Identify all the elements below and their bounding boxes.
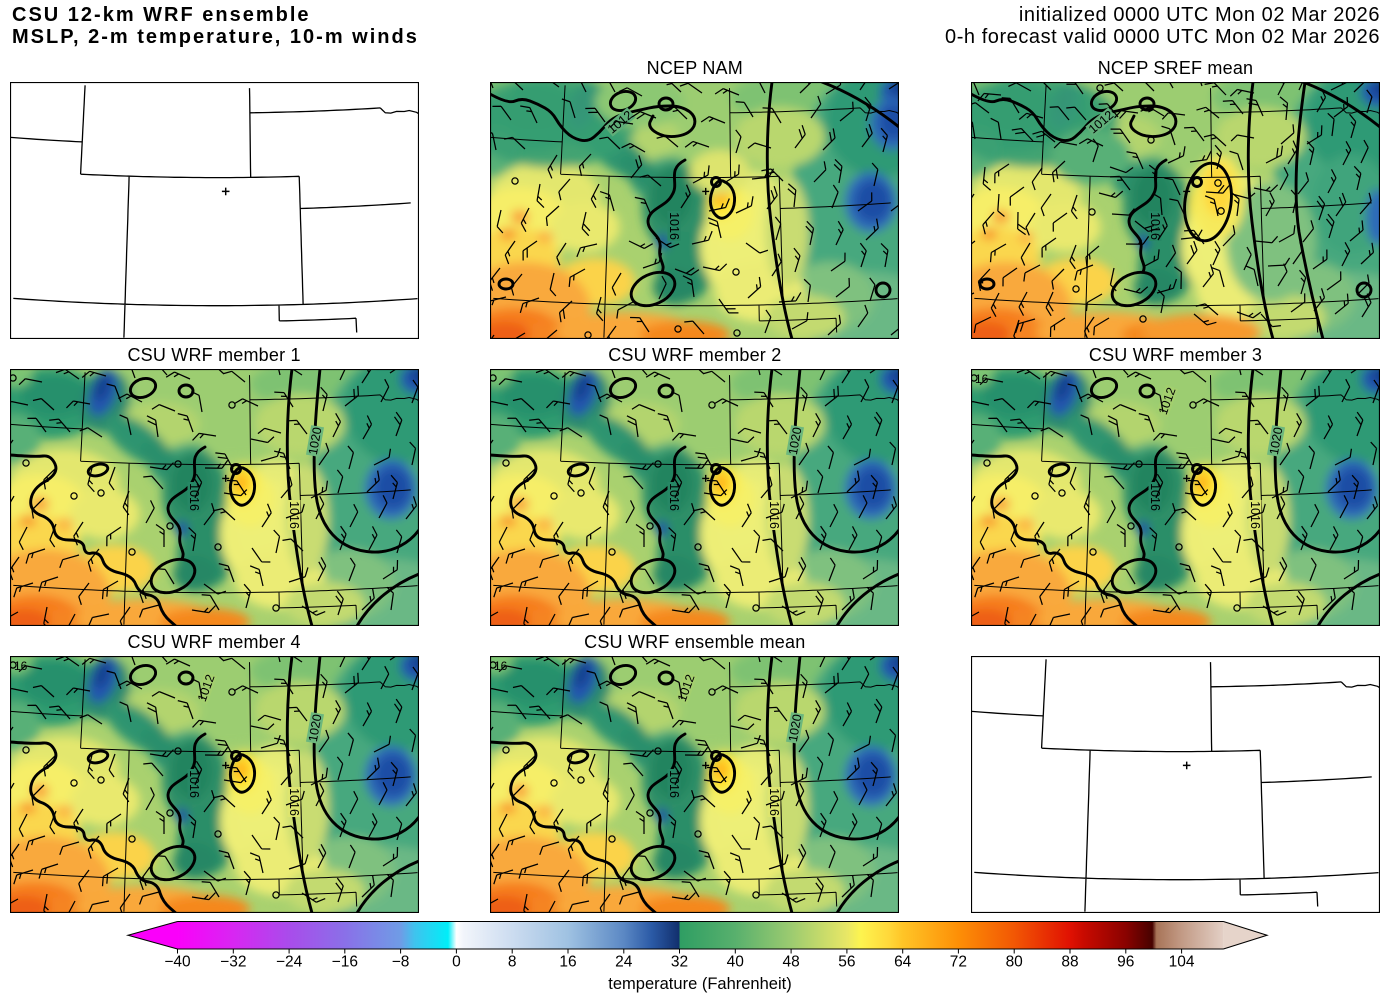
svg-text:96: 96 (1117, 954, 1134, 971)
svg-text:80: 80 (1006, 954, 1024, 971)
svg-text:88: 88 (1061, 954, 1078, 971)
svg-text:24: 24 (615, 954, 633, 971)
svg-text:1016: 1016 (667, 483, 681, 511)
svg-text:40: 40 (727, 954, 745, 971)
svg-text:−16: −16 (332, 954, 358, 971)
svg-text:16: 16 (494, 659, 508, 673)
svg-text:72: 72 (950, 954, 967, 971)
svg-text:1020: 1020 (305, 713, 324, 743)
svg-text:−24: −24 (276, 954, 303, 971)
svg-text:1020: 1020 (305, 426, 324, 456)
svg-text:16: 16 (14, 659, 28, 673)
svg-text:−32: −32 (220, 954, 246, 971)
svg-text:1020: 1020 (786, 426, 805, 456)
svg-text:16: 16 (975, 372, 989, 386)
svg-text:56: 56 (838, 954, 855, 971)
svg-text:1020: 1020 (1267, 426, 1286, 456)
svg-text:1016: 1016 (186, 770, 200, 798)
svg-text:temperature (Fahrenheit): temperature (Fahrenheit) (608, 975, 791, 993)
svg-text:1020: 1020 (786, 713, 805, 743)
svg-text:1016: 1016 (667, 770, 681, 798)
svg-text:1016: 1016 (186, 483, 200, 511)
svg-text:48: 48 (782, 954, 799, 971)
svg-text:64: 64 (894, 954, 912, 971)
svg-text:1016: 1016 (1148, 212, 1162, 240)
svg-text:104: 104 (1169, 954, 1195, 971)
svg-text:8: 8 (508, 954, 517, 971)
svg-text:1016: 1016 (1148, 483, 1162, 511)
svg-text:1016: 1016 (667, 212, 681, 240)
svg-text:16: 16 (559, 954, 576, 971)
svg-text:−8: −8 (392, 954, 410, 971)
svg-text:−40: −40 (164, 954, 191, 971)
svg-text:0: 0 (452, 954, 461, 971)
svg-text:32: 32 (671, 954, 688, 971)
